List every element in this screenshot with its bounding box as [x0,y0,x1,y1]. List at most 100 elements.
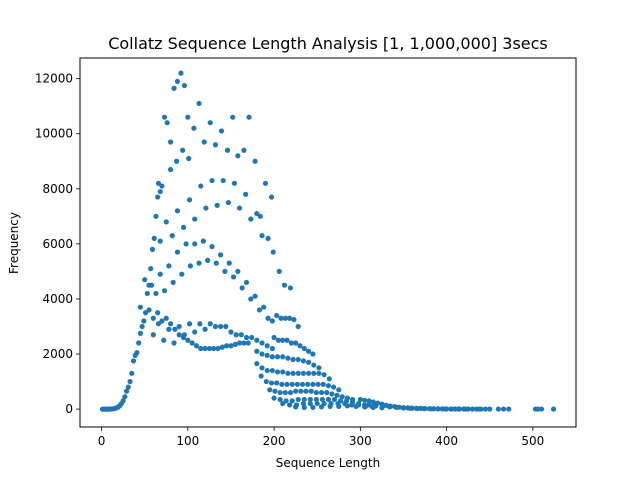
data-point [197,321,203,327]
data-point [462,406,469,412]
data-point [202,326,208,332]
data-point [305,370,312,376]
data-point [319,396,325,403]
data-point [287,389,294,396]
data-point [272,388,278,394]
data-point [137,304,143,310]
data-point [130,358,137,364]
data-point [500,406,507,412]
data-point [269,345,275,352]
data-point [185,114,191,120]
data-point [320,381,326,387]
data-point [149,246,156,252]
data-point [245,340,251,346]
data-point [122,394,128,400]
data-point [265,235,271,241]
data-point [290,356,296,363]
data-point [171,340,177,346]
data-point [259,351,265,357]
data-point [219,344,225,350]
data-point [442,406,448,412]
data-point [192,216,198,222]
data-point [482,406,489,412]
data-point [159,183,165,189]
data-point [300,358,307,364]
data-point [264,343,270,349]
data-point [236,340,243,346]
data-point [294,381,300,387]
data-point [277,389,283,396]
data-point [289,381,295,387]
data-point [192,241,198,247]
data-point [344,403,351,409]
data-point [393,404,400,411]
data-point [241,147,247,153]
data-point [139,323,145,330]
data-point [142,277,148,283]
data-point [163,315,169,321]
data-point [366,402,372,408]
data-point [295,356,301,363]
data-point [271,395,277,401]
data-point [293,340,299,346]
data-point [174,249,181,255]
data-point [301,404,307,411]
data-point [325,396,332,403]
data-point [476,406,482,412]
data-point [316,370,322,376]
data-point [186,197,193,203]
data-point [196,260,202,266]
data-point [157,271,163,277]
data-point [291,317,297,323]
data-point [151,235,157,241]
data-point [155,321,162,327]
data-point [254,348,260,354]
data-point [238,332,244,338]
data-point [222,268,228,275]
y-tick-label: 0 [65,402,73,416]
data-point [150,315,156,321]
data-point [186,321,193,327]
data-point [235,268,241,275]
data-point [321,372,327,378]
data-point [285,370,291,376]
data-point [295,323,301,330]
data-point [279,381,285,387]
y-tick-label: 4000 [42,292,73,306]
data-point [264,352,270,358]
data-point [257,213,263,219]
data-point [172,326,178,332]
data-point [414,405,420,412]
data-point [167,166,174,173]
data-point [144,290,150,297]
data-point [230,274,237,280]
y-axis-label: Frequency [7,212,21,274]
data-point [362,397,368,403]
data-point [274,369,281,375]
data-point [336,387,342,393]
data-point [435,406,441,412]
data-point [176,332,182,338]
data-point [167,139,174,145]
x-tick-label: 500 [521,434,544,448]
data-point [155,194,161,200]
data-point [198,183,204,189]
x-tick-label: 200 [263,434,286,448]
data-point [265,315,271,321]
data-point [243,334,250,341]
data-point [353,403,359,409]
data-point [284,337,290,343]
data-point [248,216,254,222]
data-point [187,263,194,269]
data-point [203,205,209,211]
data-point [281,282,288,288]
data-point [316,365,322,371]
data-point [207,120,213,126]
data-point [136,340,142,346]
data-point [215,345,221,352]
data-point [125,384,131,390]
data-point [295,370,301,376]
data-point [181,332,187,338]
data-point [305,348,312,354]
data-point [254,210,260,217]
